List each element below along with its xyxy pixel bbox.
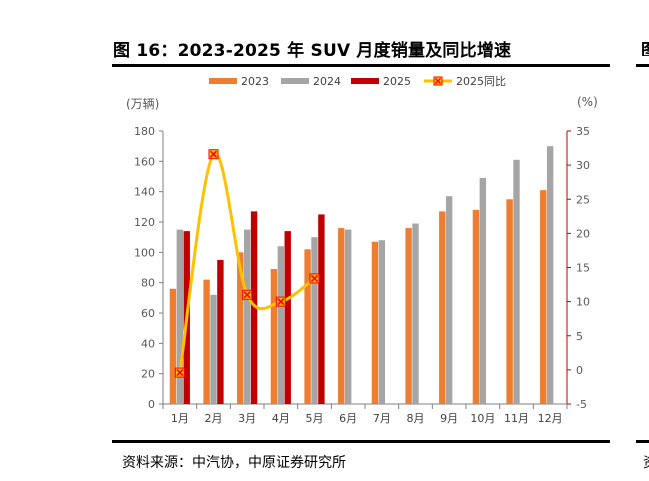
- bar-2024-6月: [344, 229, 352, 404]
- right-axis-tick-label: 20: [576, 227, 590, 240]
- x-axis-tick-label: 7月: [373, 412, 391, 425]
- bar-2023-3月: [237, 252, 244, 404]
- legend-label-2025: 2025: [383, 75, 411, 88]
- left-axis-tick-label: 80: [141, 277, 155, 290]
- x-axis-tick-label: 9月: [440, 412, 458, 425]
- yoy-point: [309, 273, 320, 284]
- bar-2023-12月: [540, 190, 547, 404]
- axes: 0 20 40 60 80 100 120 140 160 180 -5 0 5 10 15 20 25 30 35…: [134, 125, 590, 425]
- bottom-rule-adjacent: [636, 440, 649, 443]
- left-axis-tick-label: 120: [134, 216, 155, 229]
- bar-2023-6月: [338, 228, 345, 404]
- yoy-point: [208, 149, 219, 160]
- bar-2024-10月: [479, 178, 487, 404]
- yoy-point: [275, 296, 286, 307]
- bar-2023-10月: [472, 209, 480, 404]
- left-axis-unit: (万辆): [126, 97, 159, 111]
- left-axis-tick-label: 100: [134, 246, 155, 259]
- top-rule: [112, 64, 610, 67]
- bar-2023-4月: [270, 269, 278, 404]
- x-axis-tick-label: 3月: [238, 412, 256, 425]
- x-axis-tick-label: 6月: [339, 412, 357, 425]
- top-rule-adjacent: [636, 64, 649, 67]
- left-axis-tick-label: 140: [134, 186, 155, 199]
- bar-2024-8月: [412, 223, 419, 404]
- x-axis-tick-label: 8月: [407, 412, 425, 425]
- bar-2024-5月: [311, 237, 318, 404]
- bar-2025-3月: [250, 211, 258, 404]
- bar-2024-3月: [243, 229, 251, 404]
- bar-2024-12月: [546, 146, 554, 404]
- x-axis-tick-label: 2月: [205, 412, 223, 425]
- bar-2023-9月: [439, 211, 446, 404]
- bar-2024-9月: [445, 196, 453, 404]
- right-axis-tick-label: -5: [576, 398, 587, 411]
- bottom-rule: [112, 440, 610, 443]
- bar-2025-5月: [318, 214, 325, 404]
- right-axis-tick-label: 25: [576, 193, 590, 206]
- left-axis-tick-label: 60: [141, 307, 155, 320]
- right-axis-tick-label: 30: [576, 159, 590, 172]
- bar-2024-11月: [513, 159, 520, 404]
- left-axis-tick-label: 0: [148, 398, 155, 411]
- right-axis-tick-label: 0: [576, 364, 583, 377]
- right-axis-tick-label: 10: [576, 296, 590, 309]
- legend-swatch-2024: [281, 78, 309, 84]
- bar-2023-11月: [506, 199, 513, 404]
- legend-label-yoy: 2025同比: [456, 75, 506, 88]
- right-axis-tick-label: 15: [576, 262, 590, 275]
- right-axis-tick-label: 35: [576, 125, 590, 138]
- bar-2023-2月: [203, 279, 210, 404]
- bar-2023-5月: [304, 249, 311, 404]
- right-axis-tick-label: 5: [576, 330, 583, 343]
- adjacent-figure-title-fragment: 图: [641, 36, 649, 56]
- legend-swatch-2023: [209, 78, 237, 84]
- legend: 2023 2024 2025 2025同比: [209, 75, 506, 88]
- yoy-point-cross: [277, 298, 285, 306]
- x-axis-tick-label: 5月: [306, 412, 324, 425]
- x-axis-tick-label: 10月: [470, 412, 495, 425]
- bar-2023-1月: [169, 288, 177, 404]
- left-axis-tick-label: 160: [134, 155, 155, 168]
- x-axis-tick-label: 1月: [171, 412, 189, 425]
- bar-2023-7月: [371, 241, 379, 404]
- bar-2024-1月: [176, 229, 184, 404]
- yoy-point-cross: [209, 150, 218, 158]
- source-note: 资料来源：中汽协，中原证券研究所: [122, 455, 346, 471]
- legend-swatch-cross: [435, 78, 441, 84]
- left-axis-tick-label: 180: [134, 125, 155, 138]
- bar-2024-2月: [210, 294, 217, 404]
- left-axis-tick-label: 40: [141, 337, 155, 350]
- yoy-point-cross: [310, 274, 319, 282]
- adjacent-source-fragment: 资: [643, 452, 649, 472]
- legend-label-2023: 2023: [241, 75, 269, 88]
- yoy-point-cross: [243, 291, 251, 299]
- yoy-point: [242, 289, 253, 300]
- x-axis-tick-label: 12月: [538, 412, 563, 425]
- yoy-point: [174, 367, 185, 378]
- right-axis-unit: (%): [577, 95, 598, 109]
- bar-2025-4月: [284, 231, 291, 404]
- legend-swatch-2025: [351, 78, 379, 84]
- bar-2024-7月: [378, 240, 386, 404]
- left-axis-tick-label: 20: [141, 368, 155, 381]
- yoy-point-cross: [176, 369, 184, 377]
- bar-2025-2月: [217, 259, 224, 404]
- yoy-line: [174, 149, 320, 378]
- x-axis-tick-label: 11月: [504, 412, 529, 425]
- legend-label-2024: 2024: [313, 75, 341, 88]
- x-axis-tick-label: 4月: [272, 412, 290, 425]
- bar-2024-4月: [277, 246, 285, 404]
- figure-title: 图 16：2023-2025 年 SUV 月度销量及同比增速: [113, 41, 512, 61]
- bar-2023-8月: [405, 228, 412, 404]
